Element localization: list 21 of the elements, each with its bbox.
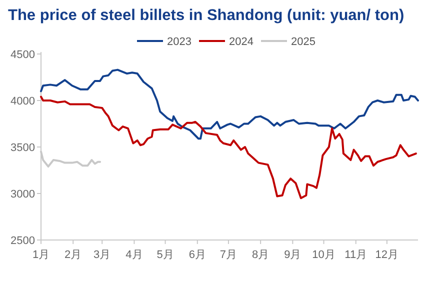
x-tick-label: 11月 [344,249,368,261]
y-tick-label: 3000 [10,188,35,200]
x-tick-label: 8月 [252,249,270,261]
x-tick-label: 7月 [220,249,238,261]
x-tick-label: 2月 [64,249,82,261]
x-tick-label: 10月 [312,249,336,261]
legend-label: 2025 [291,36,316,48]
x-tick-label: 1月 [32,249,50,261]
x-tick-label: 6月 [188,249,206,261]
y-tick-label: 4000 [10,96,35,108]
y-tick-label: 2500 [10,235,35,247]
y-tick-label: 3500 [10,142,35,154]
y-tick-label: 4500 [10,49,35,61]
x-tick-label: 9月 [284,249,302,261]
x-tick-label: 3月 [94,249,111,261]
title: The price of steel billets in Shandong (unit: yuan/ ton) [8,7,404,24]
legend-label: 2023 [167,36,192,48]
x-tick-label: 4月 [126,249,143,261]
legend-label: 2024 [229,36,254,48]
x-tick-label: 5月 [156,249,174,261]
x-tick-label: 12月 [375,249,399,261]
